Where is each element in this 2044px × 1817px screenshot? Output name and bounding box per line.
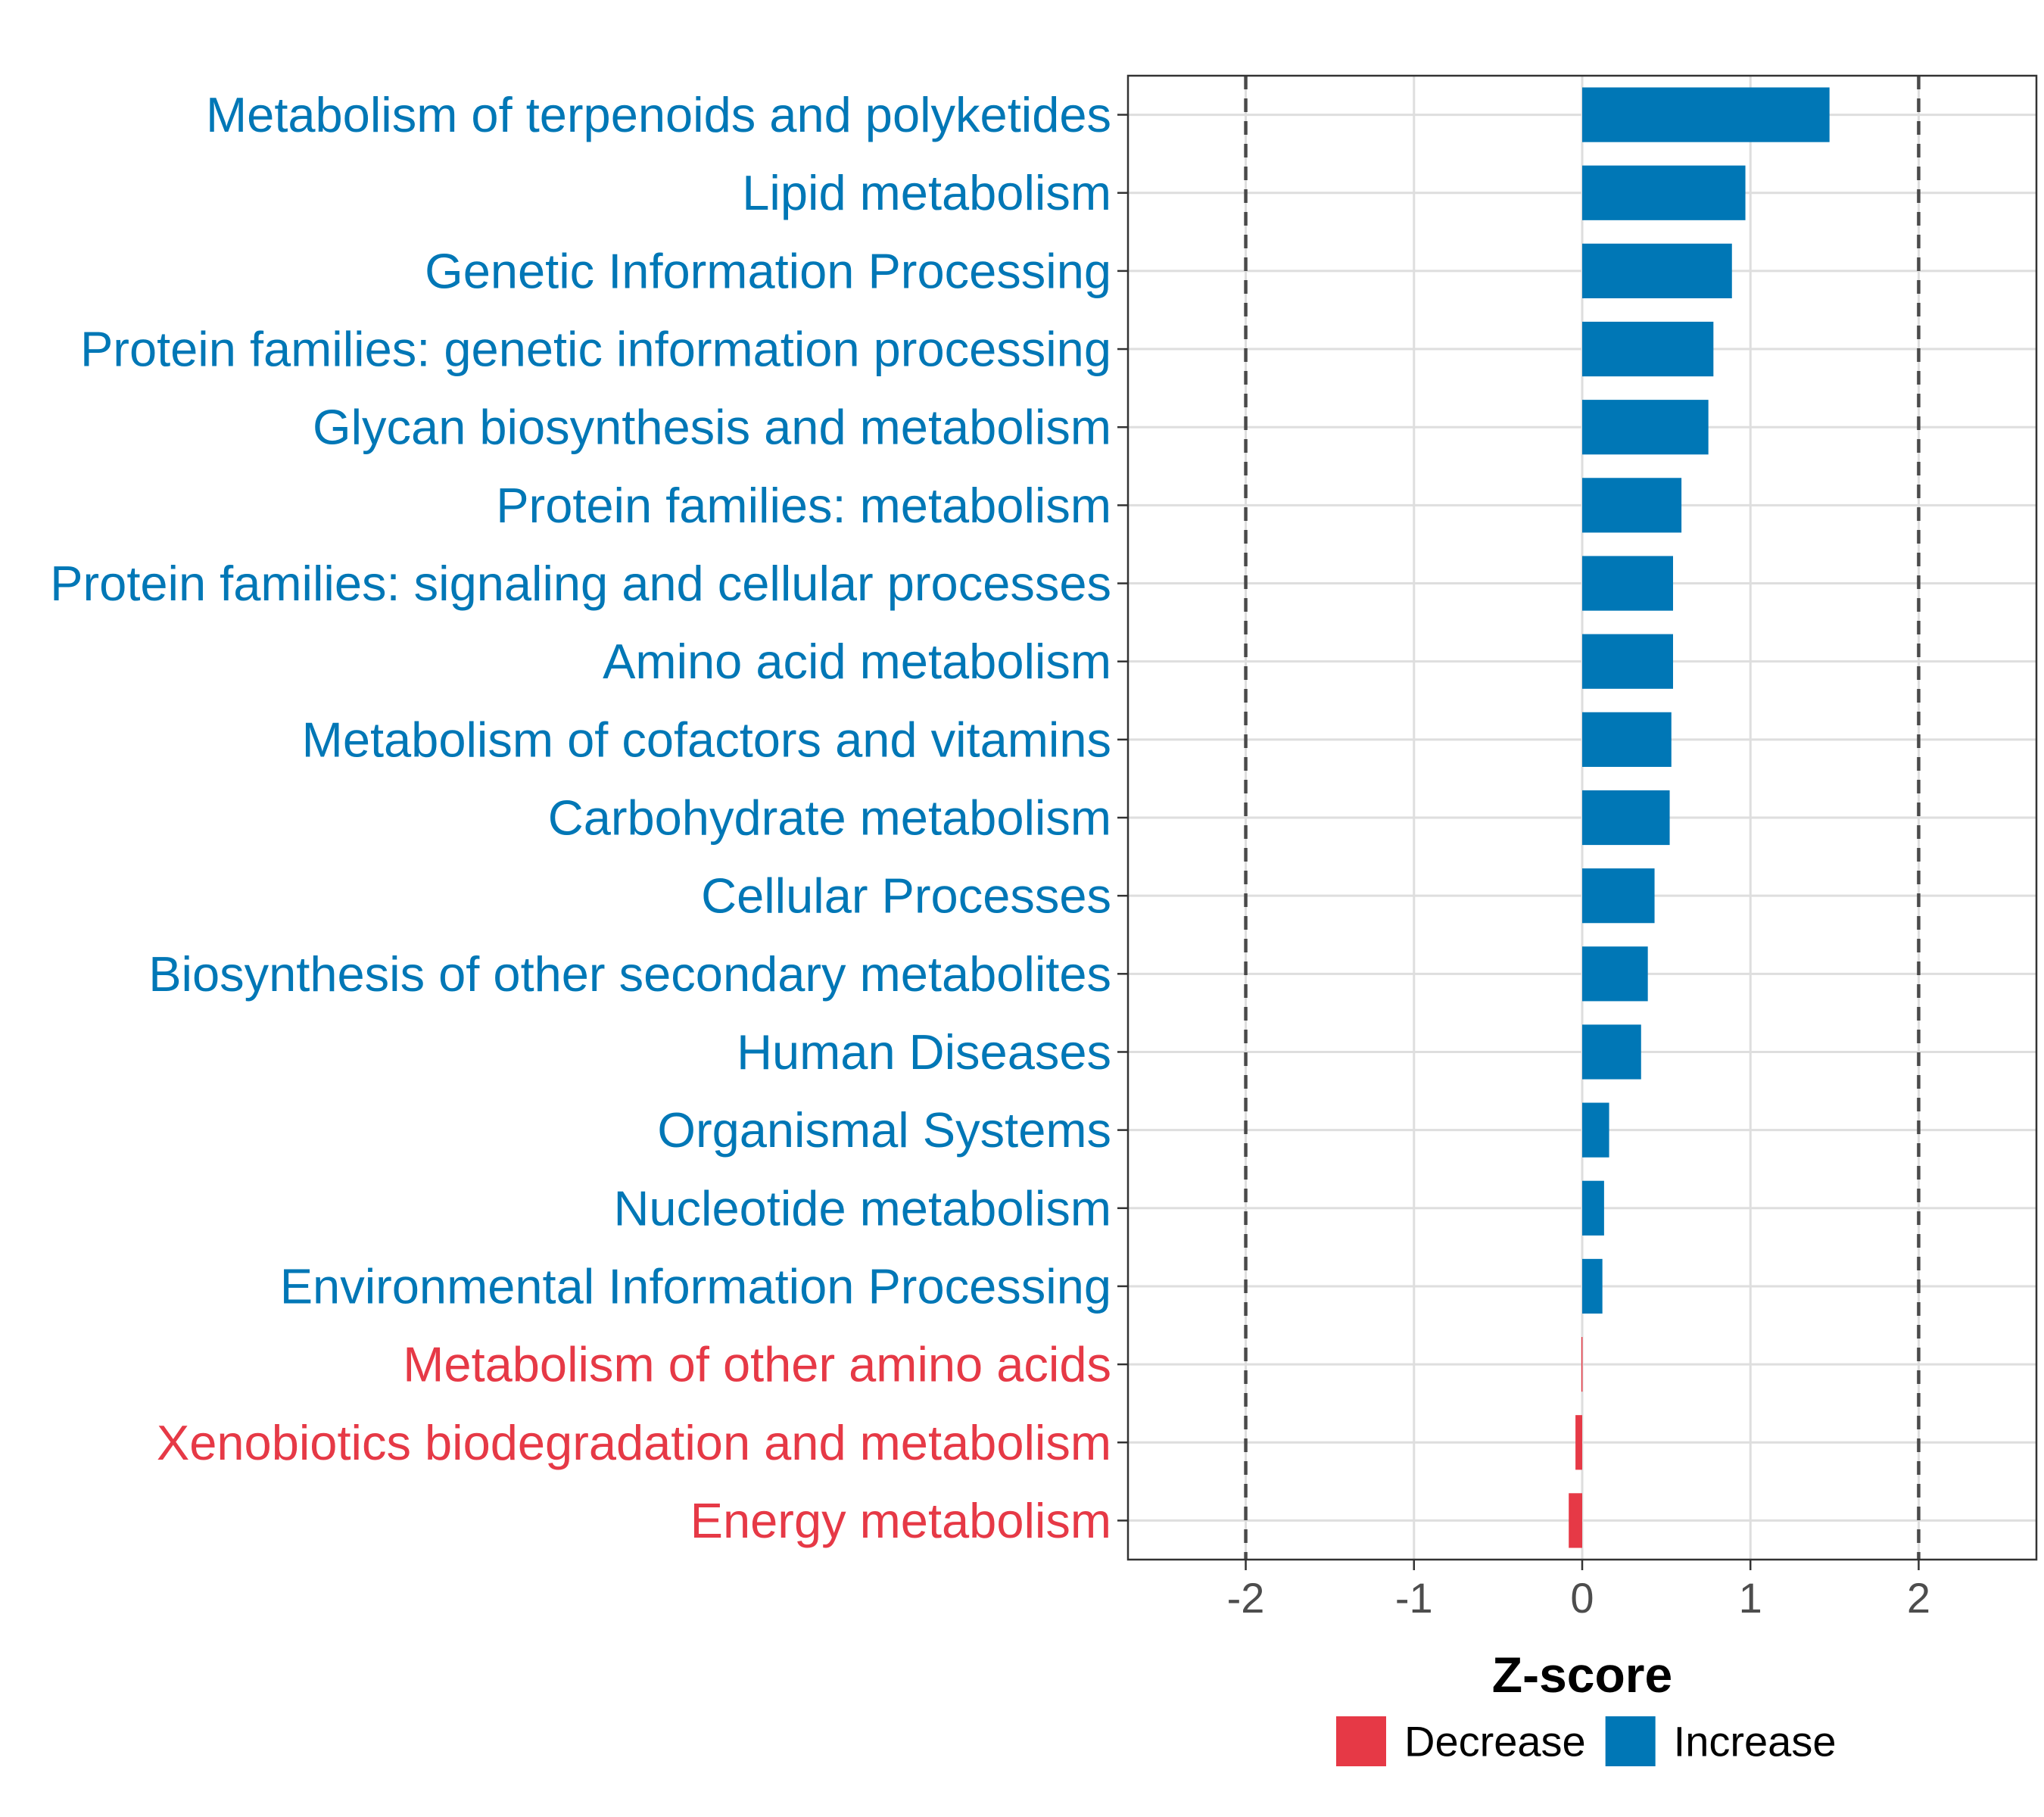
bar bbox=[1582, 478, 1682, 533]
category-label: Lipid metabolism bbox=[742, 165, 1111, 220]
bar bbox=[1582, 790, 1670, 846]
reference-lines bbox=[1244, 76, 1921, 1560]
legend-swatch bbox=[1605, 1716, 1656, 1766]
category-labels: Metabolism of terpenoids and polyketides… bbox=[50, 87, 1111, 1548]
category-label: Cellular Processes bbox=[701, 868, 1111, 924]
bar bbox=[1582, 1024, 1641, 1080]
bar bbox=[1582, 87, 1830, 142]
bar bbox=[1582, 243, 1732, 298]
legend-swatch bbox=[1336, 1716, 1386, 1766]
category-label: Human Diseases bbox=[737, 1024, 1111, 1080]
category-label: Metabolism of terpenoids and polyketides bbox=[206, 87, 1111, 142]
category-label: Glycan biosynthesis and metabolism bbox=[313, 400, 1111, 455]
bar bbox=[1582, 556, 1673, 611]
x-tick-label: 1 bbox=[1739, 1574, 1762, 1622]
bar bbox=[1582, 1258, 1603, 1314]
x-axis-ticks: -2 -1 0 1 2 bbox=[1227, 1560, 1930, 1622]
bars bbox=[1569, 87, 1830, 1548]
y-axis-ticks bbox=[1117, 114, 1128, 1522]
bar bbox=[1581, 1337, 1583, 1392]
category-label: Protein families: metabolism bbox=[496, 478, 1111, 533]
category-label: Amino acid metabolism bbox=[603, 634, 1111, 689]
bar bbox=[1582, 634, 1673, 689]
bar bbox=[1582, 1180, 1604, 1236]
x-axis-title: Z-score bbox=[1492, 1647, 1672, 1703]
category-label: Protein families: signaling and cellular… bbox=[50, 556, 1111, 611]
x-tick-label: 2 bbox=[1907, 1574, 1930, 1622]
category-label: Xenobiotics biodegradation and metabolis… bbox=[157, 1415, 1111, 1470]
bar bbox=[1582, 712, 1672, 767]
category-label: Protein families: genetic information pr… bbox=[80, 322, 1111, 377]
bar bbox=[1582, 868, 1655, 924]
legend: Decrease Increase bbox=[1336, 1716, 1836, 1766]
bar bbox=[1582, 946, 1648, 1002]
category-label: Organismal Systems bbox=[657, 1102, 1111, 1158]
bar bbox=[1582, 165, 1746, 220]
category-label: Metabolism of cofactors and vitamins bbox=[302, 712, 1111, 767]
legend-label: Decrease bbox=[1404, 1718, 1586, 1766]
bar bbox=[1582, 1102, 1609, 1158]
x-tick-label: -1 bbox=[1395, 1574, 1433, 1622]
bar bbox=[1582, 400, 1709, 455]
bar bbox=[1582, 321, 1714, 377]
category-label: Carbohydrate metabolism bbox=[548, 790, 1111, 846]
category-label: Genetic Information Processing bbox=[425, 243, 1111, 298]
category-label: Energy metabolism bbox=[690, 1493, 1111, 1548]
category-label: Biosynthesis of other secondary metaboli… bbox=[148, 946, 1111, 1002]
bar bbox=[1569, 1493, 1582, 1548]
category-label: Nucleotide metabolism bbox=[613, 1180, 1111, 1236]
bar bbox=[1575, 1415, 1582, 1470]
legend-label: Increase bbox=[1674, 1718, 1837, 1766]
x-tick-label: 0 bbox=[1570, 1574, 1594, 1622]
category-label: Environmental Information Processing bbox=[280, 1258, 1111, 1314]
category-label: Metabolism of other amino acids bbox=[403, 1337, 1111, 1392]
x-tick-label: -2 bbox=[1227, 1574, 1265, 1622]
